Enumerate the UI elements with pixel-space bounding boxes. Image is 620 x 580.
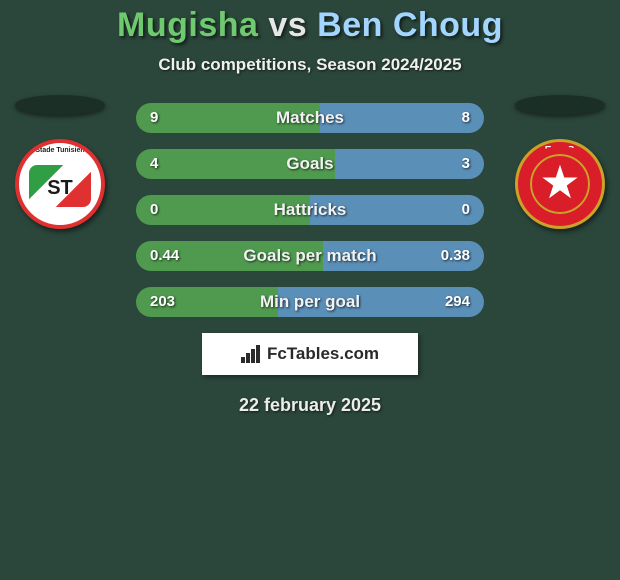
bar-chart-icon xyxy=(241,345,263,363)
stat-label: Matches xyxy=(136,103,484,133)
stat-row: 203Min per goal294 xyxy=(136,287,484,317)
stat-right-value: 294 xyxy=(445,287,470,317)
subtitle: Club competitions, Season 2024/2025 xyxy=(0,55,620,75)
stat-row: 9Matches8 xyxy=(136,103,484,133)
club-left-arc-text: Stade Tunisien xyxy=(19,147,101,154)
stat-label: Goals xyxy=(136,149,484,179)
club-right: E.S.S ★ xyxy=(510,95,610,229)
shadow-ellipse-left xyxy=(15,95,105,115)
vs-text: vs xyxy=(268,6,307,44)
club-left-monogram: ST xyxy=(19,177,101,200)
star-icon: ★ xyxy=(539,159,580,205)
stat-row: 0Hattricks0 xyxy=(136,195,484,225)
stat-right-value: 0 xyxy=(462,195,470,225)
shadow-ellipse-right xyxy=(515,95,605,115)
page-title: Mugisha vs Ben Choug xyxy=(0,0,620,45)
comparison-area: Stade Tunisien ST E.S.S ★ 9Matches8 4Goal… xyxy=(0,103,620,317)
stat-label: Goals per match xyxy=(136,241,484,271)
stat-row: 0.44Goals per match0.38 xyxy=(136,241,484,271)
stat-bars: 9Matches8 4Goals3 0Hattricks0 0.44Goals per… xyxy=(136,103,484,317)
stat-right-value: 8 xyxy=(462,103,470,133)
player1-name: Mugisha xyxy=(117,6,258,44)
stat-right-value: 0.38 xyxy=(441,241,470,271)
stat-right-value: 3 xyxy=(462,149,470,179)
stat-row: 4Goals3 xyxy=(136,149,484,179)
club-badge-right: E.S.S ★ xyxy=(515,139,605,229)
player2-name: Ben Choug xyxy=(317,6,503,44)
stat-label: Min per goal xyxy=(136,287,484,317)
stat-label: Hattricks xyxy=(136,195,484,225)
footer-brand-text: FcTables.com xyxy=(267,344,379,364)
club-badge-left: Stade Tunisien ST xyxy=(15,139,105,229)
footer-date: 22 february 2025 xyxy=(0,395,620,416)
club-left: Stade Tunisien ST xyxy=(10,95,110,229)
footer-brand-box: FcTables.com xyxy=(202,333,418,375)
